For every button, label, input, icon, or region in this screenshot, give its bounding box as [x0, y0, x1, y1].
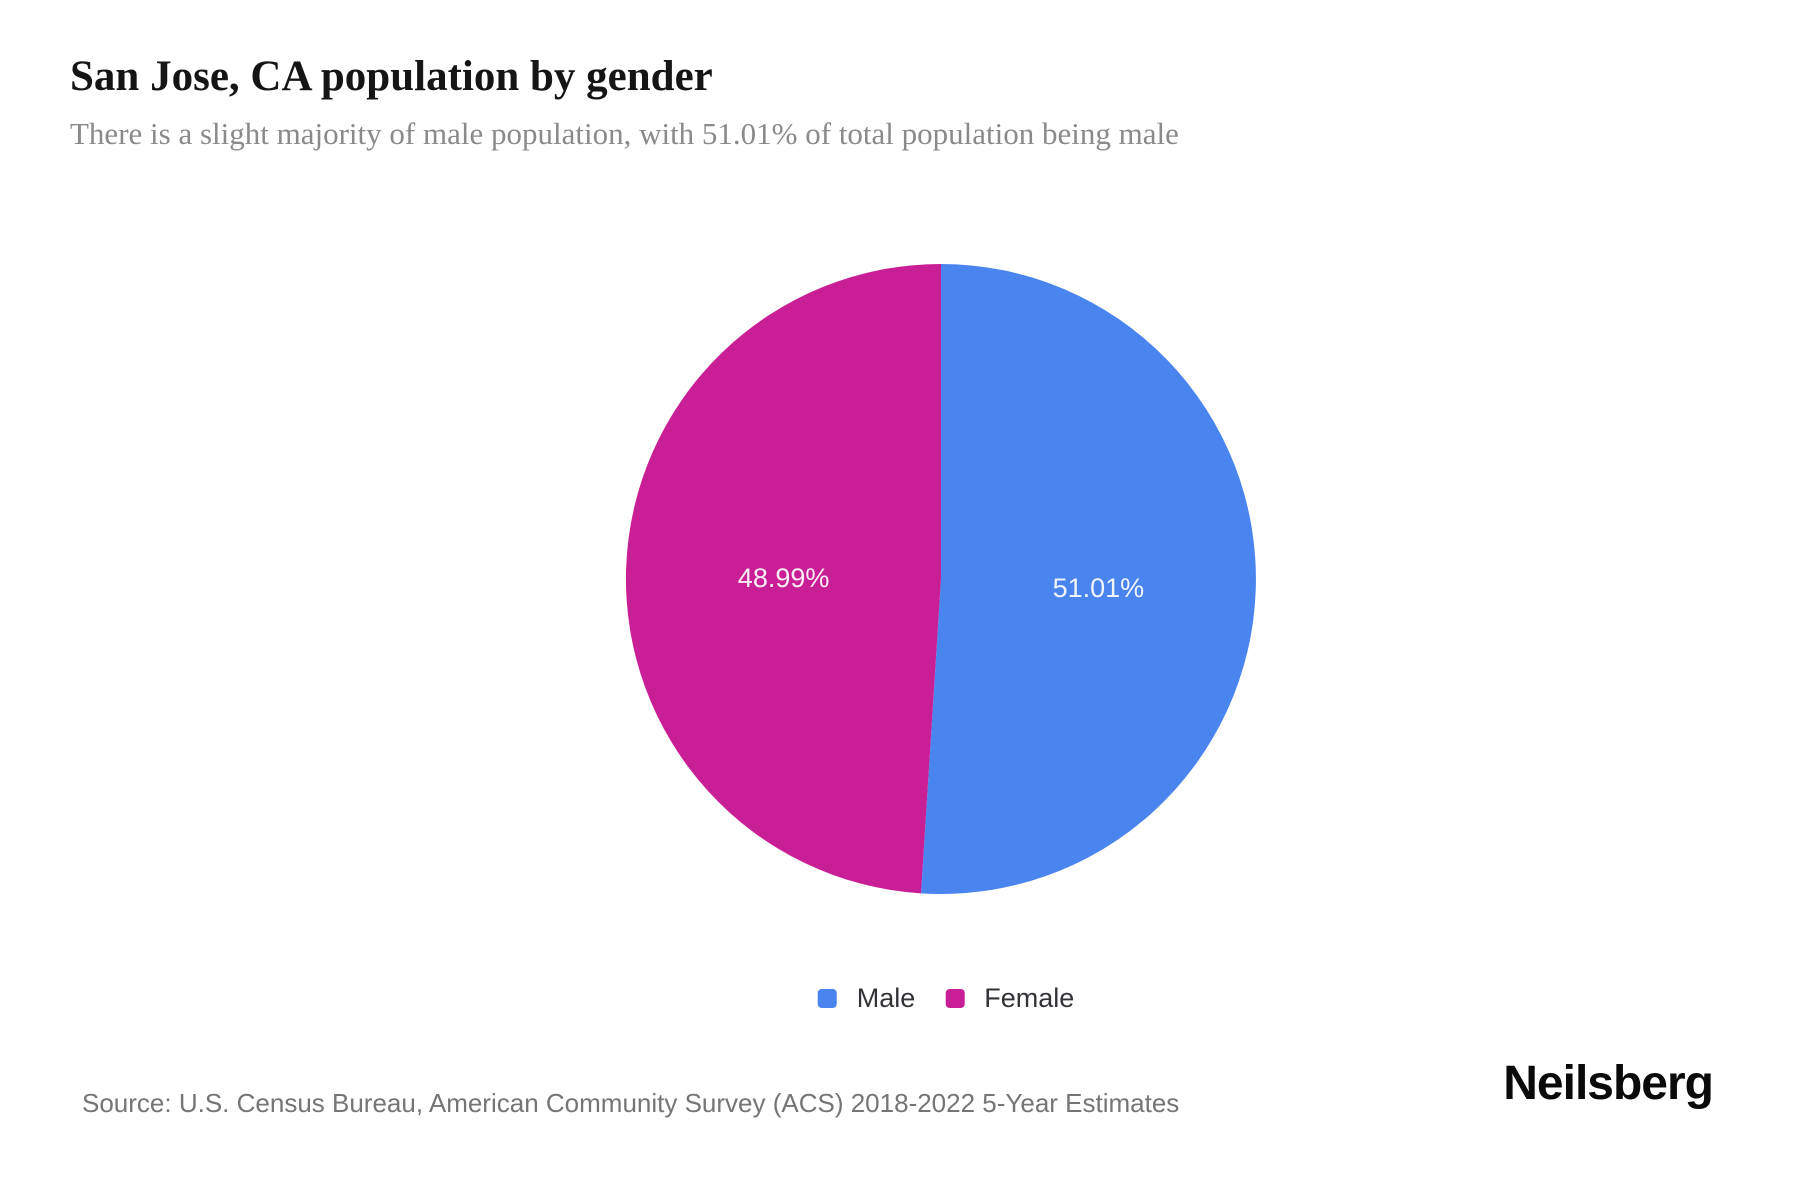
- legend-item-female[interactable]: Female: [945, 983, 1074, 1014]
- pie-slice-male[interactable]: [921, 264, 1256, 894]
- neilsberg-logo: Neilsberg: [1503, 1057, 1714, 1110]
- pie-svg: 51.01% 48.99%: [625, 264, 1256, 894]
- chart-legend: Male Female: [817, 983, 1074, 1014]
- pie-label-male: 51.01%: [1053, 573, 1145, 603]
- legend-label-female: Female: [984, 983, 1075, 1013]
- male-swatch: [817, 989, 837, 1008]
- pie-slice-female[interactable]: [625, 264, 941, 894]
- pie-label-female: 48.99%: [738, 563, 830, 593]
- page-title: San Jose, CA population by gender: [70, 53, 713, 100]
- female-swatch: [945, 989, 965, 1008]
- legend-item-male[interactable]: Male: [817, 983, 916, 1014]
- chart-subtitle: There is a slight majority of male popul…: [70, 116, 1179, 151]
- source-text: Source: U.S. Census Bureau, American Com…: [82, 1088, 1180, 1118]
- legend-label-male: Male: [856, 983, 916, 1013]
- pie-chart: 51.01% 48.99%: [625, 263, 1257, 895]
